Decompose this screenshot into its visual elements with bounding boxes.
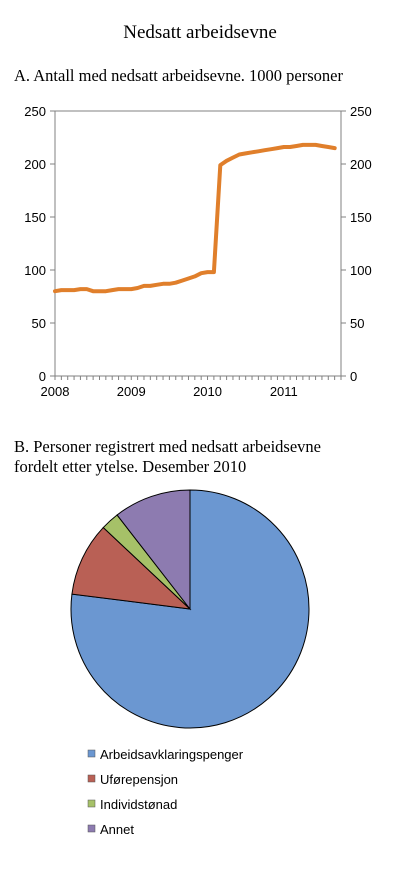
y-tick-label: 100 xyxy=(24,263,46,278)
y2-tick-label: 0 xyxy=(350,369,357,384)
y2-tick-label: 250 xyxy=(350,104,372,119)
y-tick-label: 250 xyxy=(24,104,46,119)
panel-b-title: B. Personer registrert med nedsatt arbei… xyxy=(14,437,400,477)
panel-b-title-line1: B. Personer registrert med nedsatt arbei… xyxy=(14,437,321,456)
series-line xyxy=(53,142,337,294)
panel-a-title: A. Antall med nedsatt arbeidsevne. 1000 … xyxy=(14,66,343,85)
y2-tick-label: 100 xyxy=(350,263,372,278)
page-title: Nedsatt arbeidsevne xyxy=(123,22,277,43)
y-tick-label: 200 xyxy=(24,157,46,172)
y-tick-label: 0 xyxy=(39,369,46,384)
legend-swatch xyxy=(87,799,96,808)
plot-area-border xyxy=(54,110,342,377)
legend-swatch xyxy=(87,774,96,783)
y2-tick-label: 150 xyxy=(350,210,372,225)
legend-label: Arbeidsavklaringspenger xyxy=(100,747,244,762)
x-tick-label: 2011 xyxy=(270,384,298,399)
panel-b-title-line2: fordelt etter ytelse. Desember 2010 xyxy=(14,457,247,476)
x-tick-label: 2008 xyxy=(41,384,70,399)
legend-swatch xyxy=(87,824,96,833)
y-tick-label: 150 xyxy=(24,210,46,225)
pie-slice xyxy=(116,489,191,611)
legend-label: Uførepensjon xyxy=(100,772,178,787)
legend-label: Annet xyxy=(100,822,134,837)
x-tick-label: 2009 xyxy=(117,384,146,399)
y-tick-label: 50 xyxy=(32,316,46,331)
legend-swatch xyxy=(87,749,96,758)
y2-tick-label: 50 xyxy=(350,316,364,331)
x-tick-label: 2010 xyxy=(193,384,222,399)
pie-slice xyxy=(71,526,192,610)
legend-label: Individstønad xyxy=(100,797,177,812)
y2-tick-label: 200 xyxy=(350,157,372,172)
line-chart: 2008 2009 2010 2011 0 0 50 50 100 100 150 150 200 200… xyxy=(24,104,372,399)
